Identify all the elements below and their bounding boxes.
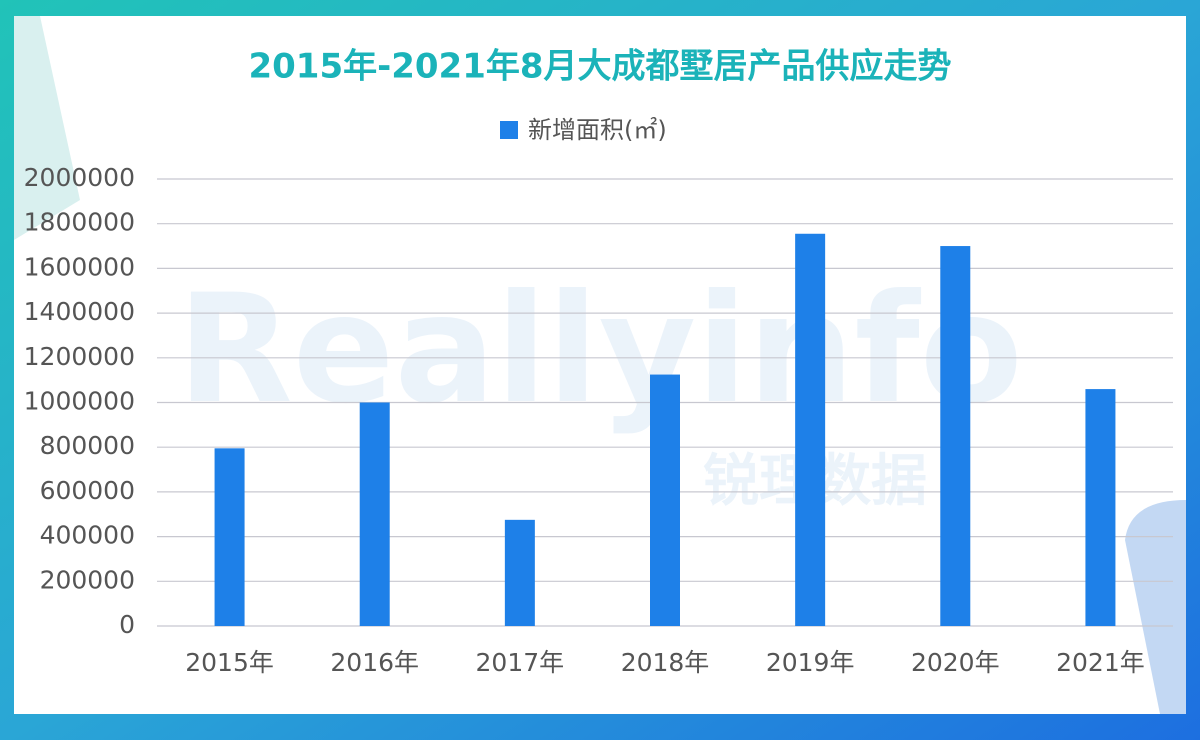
legend-label: 新增面积(㎡) <box>528 116 667 144</box>
y-tick-label: 600000 <box>40 476 135 505</box>
x-tick-label: 2016年 <box>330 648 419 677</box>
y-tick-label: 200000 <box>40 565 135 594</box>
x-tick-label: 2015年 <box>185 648 274 677</box>
legend-swatch <box>500 121 518 139</box>
bar <box>650 374 680 626</box>
decor <box>1125 500 1186 714</box>
panel <box>14 16 1186 714</box>
y-tick-label: 400000 <box>40 521 135 550</box>
bar <box>1085 389 1116 626</box>
y-tick-label: 1600000 <box>24 252 135 281</box>
bar <box>504 519 535 626</box>
y-tick-label: 1200000 <box>24 342 135 371</box>
y-tick-label: 1400000 <box>24 297 135 326</box>
y-tick-label: 2000000 <box>24 163 135 192</box>
bar <box>795 233 826 626</box>
x-tick-label: 2017年 <box>476 648 565 677</box>
bar <box>214 448 245 626</box>
y-tick-label: 1800000 <box>24 208 135 237</box>
chart-title: 2015年-2021年8月大成都墅居产品供应走势 <box>248 47 951 87</box>
y-tick-label: 0 <box>119 610 135 639</box>
y-tick-label: 1000000 <box>24 387 135 416</box>
bar <box>359 402 390 626</box>
y-tick-label: 800000 <box>40 431 135 460</box>
bar <box>940 246 971 627</box>
x-tick-label: 2019年 <box>766 648 855 677</box>
x-tick-label: 2020年 <box>911 648 1000 677</box>
x-tick-label: 2018年 <box>621 648 710 677</box>
decor <box>14 16 80 240</box>
x-tick-label: 2021年 <box>1056 648 1145 677</box>
watermark: Reallyinfo <box>177 263 1023 437</box>
